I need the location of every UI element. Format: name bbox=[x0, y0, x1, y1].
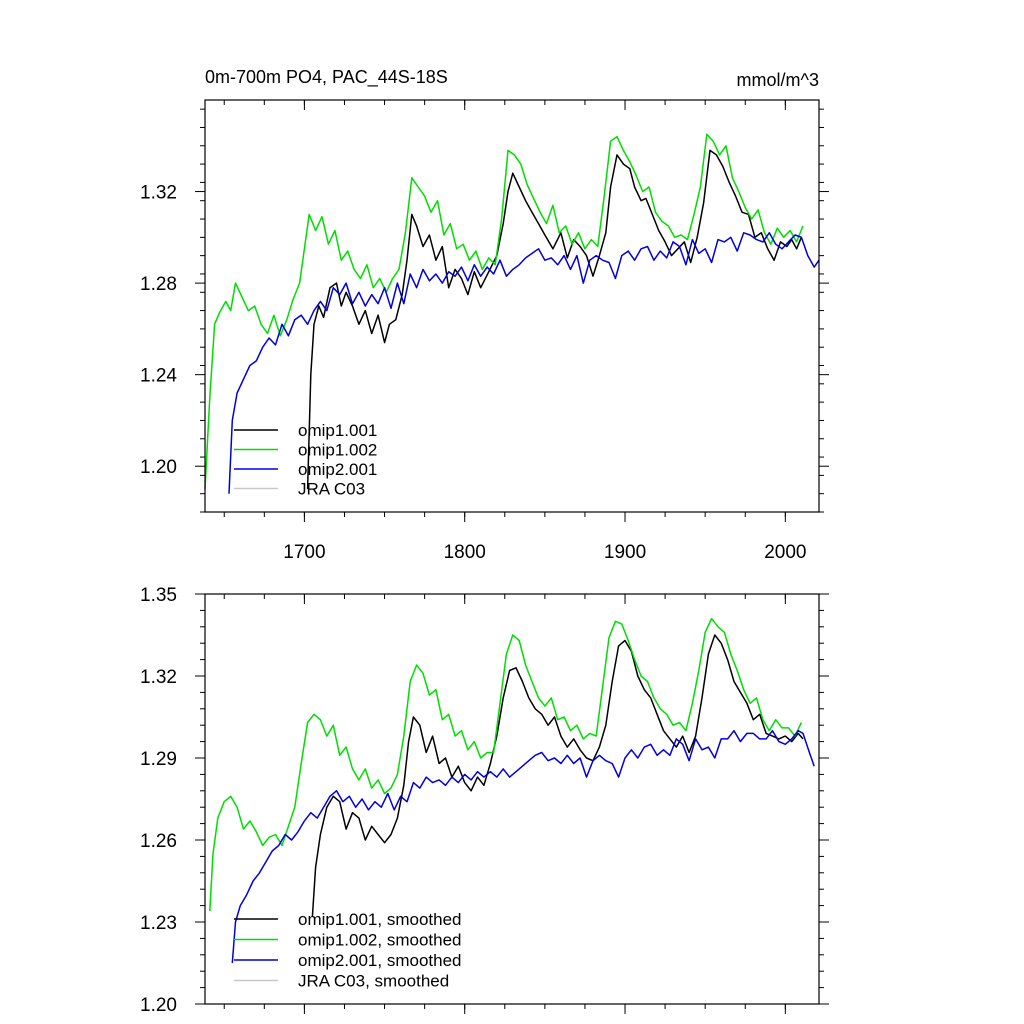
bottom-panel-legend: omip1.001, smoothed omip1.002, smoothedom… bbox=[234, 910, 462, 991]
y-tick-label: 1.20 bbox=[140, 995, 177, 1016]
top-panel-series bbox=[204, 133, 820, 494]
legend-label: omip1.001, smoothed bbox=[298, 910, 462, 929]
top-panel-axes: 1700 1800 1900 2000 1.20 1.24 1.28 1.32 bbox=[140, 100, 829, 563]
series-line-omip2-001 bbox=[228, 232, 820, 494]
legend-label: omip1.002, smoothed bbox=[298, 931, 462, 950]
y-tick-label: 1.32 bbox=[140, 183, 177, 204]
series-line-omip1-001-smoothed bbox=[311, 634, 804, 917]
y-tick-label: 1.20 bbox=[140, 457, 177, 478]
y-tick-label: 1.35 bbox=[140, 585, 177, 606]
y-tick-label: 1.29 bbox=[140, 749, 177, 770]
top-panel-title: 0m-700m PO4, PAC_44S-18S bbox=[205, 67, 448, 88]
x-tick-label: 1900 bbox=[604, 542, 646, 563]
top-panel-units-label: mmol/m^3 bbox=[737, 70, 819, 90]
legend-label: omip2.001, smoothed bbox=[298, 951, 462, 970]
bottom-panel-frame bbox=[204, 593, 820, 1005]
legend-label: JRA C03 bbox=[298, 480, 365, 499]
y-tick-label: 1.23 bbox=[140, 913, 177, 934]
series-line-omip1-001 bbox=[306, 149, 803, 490]
series-line-omip1-002-smoothed bbox=[209, 617, 803, 912]
series-line-omip1-002 bbox=[204, 133, 804, 490]
bottom-panel: 1.20 1.23 1.26 1.29 1.32 1.35 omip1.001, smoo… bbox=[140, 585, 829, 1016]
bottom-panel-series bbox=[209, 617, 815, 964]
y-tick-label: 1.28 bbox=[140, 274, 177, 295]
series-line-omip2-001-smoothed bbox=[231, 729, 815, 964]
y-tick-label: 1.32 bbox=[140, 667, 177, 688]
legend-label: JRA C03, smoothed bbox=[298, 972, 449, 991]
bottom-panel-axes: 1.20 1.23 1.26 1.29 1.32 1.35 bbox=[140, 585, 829, 1016]
legend-label: omip2.001 bbox=[298, 460, 377, 479]
x-tick-label: 1700 bbox=[283, 542, 325, 563]
y-tick-label: 1.26 bbox=[140, 831, 177, 852]
top-panel: 0m-700m PO4, PAC_44S-18S mmol/m^3 1700 18… bbox=[140, 67, 829, 563]
x-tick-label: 2000 bbox=[764, 542, 806, 563]
top-panel-frame bbox=[204, 99, 820, 513]
legend-label: omip1.001 bbox=[298, 421, 377, 440]
y-tick-label: 1.24 bbox=[140, 366, 177, 387]
x-tick-label: 1800 bbox=[444, 542, 486, 563]
legend-label: omip1.002 bbox=[298, 441, 377, 460]
